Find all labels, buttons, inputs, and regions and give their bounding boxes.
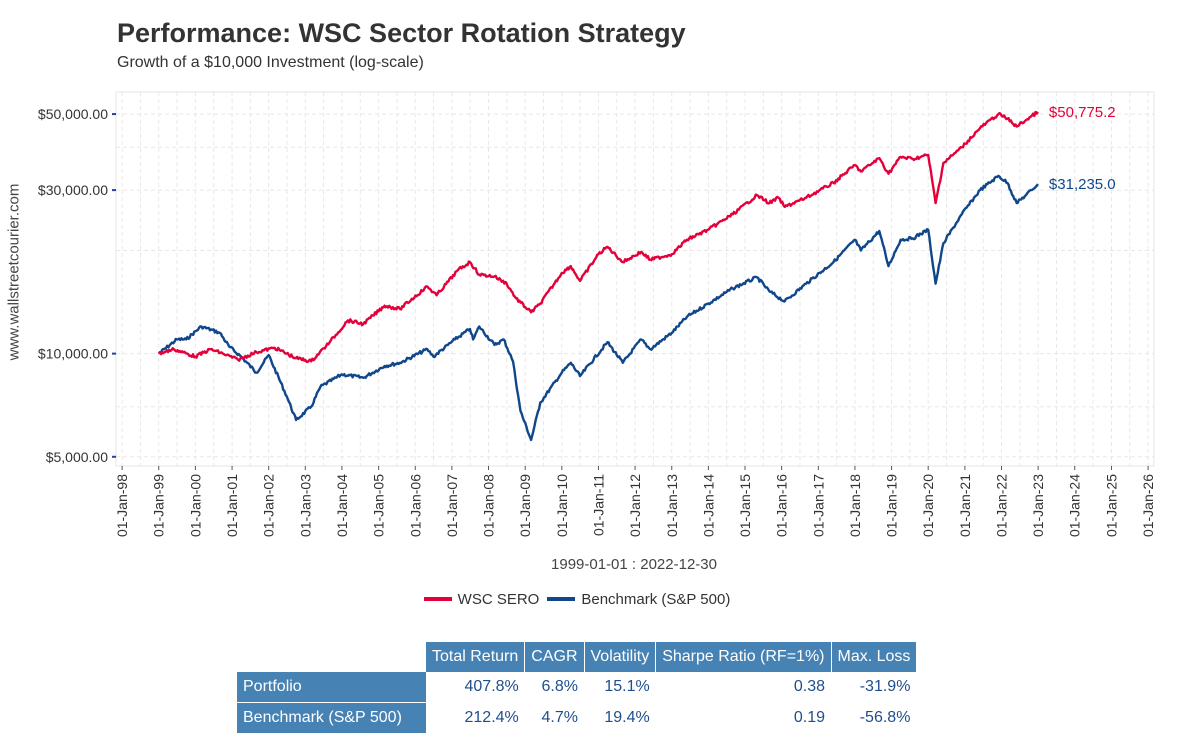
stats-table: Total Return CAGR Volatility Sharpe Rati… <box>237 642 917 733</box>
x-tick-label: 01-Jan-20 <box>920 474 936 537</box>
y-tick-label: $30,000.00 <box>38 182 108 198</box>
x-tick-label: 01-Jan-01 <box>224 474 240 537</box>
table-cell: 212.4% <box>464 709 519 726</box>
y-tick-label: $10,000.00 <box>38 346 108 362</box>
y-axis: $5,000.00 $10,000.00 $30,000.00 $50,000.00 <box>38 106 116 465</box>
col-cagr: CAGR <box>524 642 584 672</box>
x-tick-label: 01-Jan-21 <box>957 474 973 537</box>
row-label: Benchmark (S&P 500) <box>237 702 426 733</box>
series-lines <box>157 110 1039 442</box>
legend-item: WSC SERO <box>423 590 540 608</box>
legend-item: Benchmark (S&P 500) <box>547 591 730 608</box>
x-tick-label: 01-Jan-06 <box>407 474 423 537</box>
col-max-loss: Max. Loss <box>830 642 917 672</box>
performance-chart: $5,000.00$10,000.00$30,000.00$50,000.00 … <box>38 91 1156 573</box>
row-label: Portfolio <box>237 672 426 703</box>
table-cell: 15.1% <box>584 672 656 703</box>
legend: WSC SERO Benchmark (S&P 500) <box>0 588 1154 608</box>
y-tick-label: $50,000.00 <box>38 106 108 122</box>
x-tick-label: 01-Jan-99 <box>151 474 167 537</box>
end-labels: $31,235.0 $50,775.2 <box>1049 104 1116 193</box>
x-tick-label: 01-Jan-12 <box>627 474 643 537</box>
col-sharpe-ratio: Sharpe Ratio (RF=1%) <box>655 642 831 672</box>
x-tick-label: 01-Jan-14 <box>700 474 716 537</box>
x-tick-label: 01-Jan-10 <box>554 474 570 537</box>
series-line-0 <box>157 110 1039 363</box>
stats-corner <box>237 642 426 672</box>
table-cell: 19.4% <box>604 709 650 726</box>
legend-label: WSC SERO <box>457 590 540 608</box>
chart-title: Performance: WSC Sector Rotation Strateg… <box>117 18 686 48</box>
end-label-0: $50,775.2 <box>1049 104 1116 121</box>
y-tick-label: $5,000.00 <box>46 449 108 465</box>
x-tick-label: 01-Jan-16 <box>774 474 790 537</box>
x-tick-label: 01-Jan-07 <box>444 474 460 537</box>
x-tick-label: 01-Jan-17 <box>810 474 826 537</box>
x-tick-label: 01-Jan-22 <box>994 474 1010 537</box>
table-row-benchmark: Benchmark (S&P 500) 212.4% 4.7% 19.4% 0.… <box>237 702 916 733</box>
x-tick-label: 01-Jan-15 <box>737 474 753 537</box>
x-tick-label: 01-Jan-02 <box>261 474 277 537</box>
x-tick-label: 01-Jan-24 <box>1067 474 1083 537</box>
legend-label: Benchmark (S&P 500) <box>581 590 731 608</box>
x-axis: 01-Jan-98 01-Jan-99 01-Jan-00 01-Jan-01 01-J… <box>114 466 1156 537</box>
col-volatility: Volatility <box>583 642 656 672</box>
x-tick-label: 01-Jan-23 <box>1030 474 1046 537</box>
x-tick-label: 01-Jan-08 <box>480 474 496 537</box>
end-label-1: $31,235.0 <box>1049 176 1116 193</box>
x-tick-label: 01-Jan-98 <box>114 474 130 537</box>
x-tick-label: 01-Jan-19 <box>884 474 900 537</box>
legend-swatch <box>423 597 452 601</box>
x-tick-label: 01-Jan-03 <box>297 474 313 537</box>
x-tick-label: 01-Jan-09 <box>517 474 533 537</box>
x-tick-label: 01-Jan-18 <box>847 474 863 537</box>
x-tick-label: 01-Jan-13 <box>664 474 680 537</box>
series-line-1 <box>157 174 1039 442</box>
x-tick-label: 01-Jan-25 <box>1103 474 1119 537</box>
x-tick-label: 01-Jan-05 <box>371 474 387 537</box>
chart-subtitle: Growth of a $10,000 Investment (log-scal… <box>117 54 424 71</box>
col-total-return: Total Return <box>424 642 525 672</box>
grid <box>116 92 1154 466</box>
table-cell: -56.8% <box>859 709 911 726</box>
table-row-portfolio: Portfolio 407.8% 6.8% 15.1% 0.38 -31.9% <box>237 672 917 703</box>
x-tick-label: 01-Jan-04 <box>334 474 350 537</box>
table-cell: -31.9% <box>831 672 917 703</box>
table-cell: 6.8% <box>524 672 584 703</box>
table-cell: 407.8% <box>425 672 525 703</box>
table-cell: 4.7% <box>541 709 578 726</box>
x-tick-label: 01-Jan-00 <box>187 474 203 537</box>
x-axis-label: 1999-01-01 : 2022-12-30 <box>551 556 717 573</box>
x-tick-label: 01-Jan-26 <box>1140 474 1156 537</box>
stats-header-row: Total Return CAGR Volatility Sharpe Rati… <box>237 642 917 672</box>
table-cell: 0.19 <box>793 709 825 726</box>
legend-swatch <box>547 597 576 601</box>
x-tick-label: 01-Jan-11 <box>590 474 606 536</box>
table-cell: 0.38 <box>655 672 831 703</box>
